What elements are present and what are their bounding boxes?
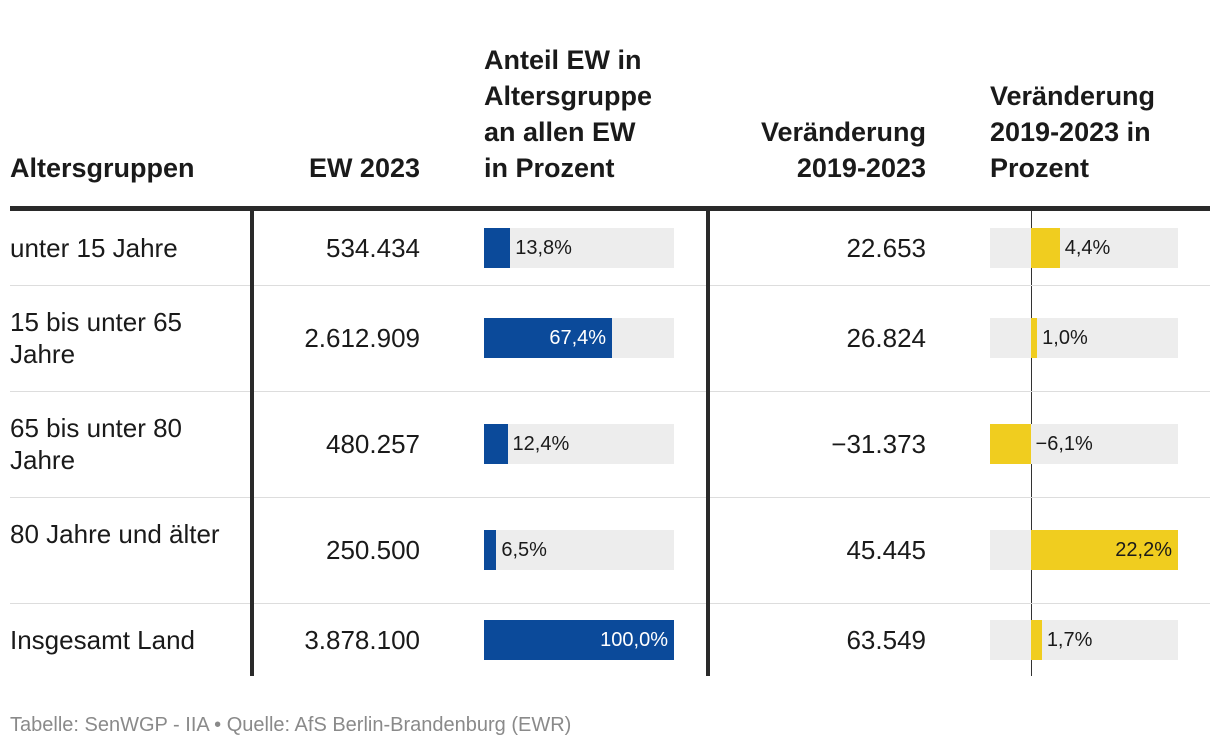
change-bar-label: 1,7% [1046,628,1093,651]
share-bar-label: 12,4% [512,433,570,455]
row-ew-value: 250.500 [326,535,420,565]
change-bar-label: 4,4% [1064,237,1111,259]
share-bar-track: 12,4% [484,424,674,464]
row-separator [10,497,1210,498]
share-bar [484,530,497,570]
change-bar [1030,318,1038,358]
share-bar-label: 67,4% [549,327,607,349]
change-bar [990,424,1031,464]
header-ew-2023: EW 2023 [308,153,420,183]
share-bar [484,619,674,660]
header-veraenderung: Veränderung 2019-2023 [760,117,926,183]
change-bar-label: 22,2% [1115,539,1172,561]
column-divider-1 [250,211,254,676]
column-divider-2 [706,211,710,676]
share-bar [484,228,511,268]
change-bar-track: 4,4% [990,228,1178,268]
share-bar-track: 13,8% [484,228,674,268]
header-anteil: Anteil EW in Altersgruppe an allen EW in… [484,45,653,183]
change-bar-track: 1,0% [990,318,1178,358]
share-bar-label: 6,5% [501,539,547,561]
change-bar-track: 22,2% [990,530,1178,570]
row-separator [10,285,1210,286]
row-change-value: 22.653 [846,233,926,263]
change-bar-label: 1,0% [1042,327,1088,349]
row-change-value: 26.824 [846,323,926,353]
change-bar-track: −6,1% [990,424,1178,464]
share-bar-track: 67,4% [484,318,674,358]
data-table: Altersgruppen EW 2023 Anteil EW in Alter… [10,0,1210,680]
change-bar [1030,228,1060,268]
change-bar [1030,619,1042,660]
row-ew-value: 480.257 [326,429,420,459]
row-ew-value: 3.878.100 [304,624,420,655]
table-header: Altersgruppen EW 2023 Anteil EW in Alter… [10,0,1210,206]
share-bar-label: 13,8% [515,237,572,259]
row-change-value: −31.373 [831,429,926,459]
header-rule [10,206,1210,211]
header-veraenderung-prozent: Veränderung 2019-2023 in Prozent [990,81,1156,183]
row-separator [10,603,1210,604]
source-note: Tabelle: SenWGP - IIA • Quelle: AfS Berl… [10,714,572,736]
row-group-label: 15 bis unter 65 Jahre [10,307,183,369]
row-group-label: Insgesamt Land [10,624,196,655]
share-bar-label: 100,0% [600,628,668,651]
row-ew-value: 2.612.909 [304,323,420,353]
change-bar [1030,530,1178,570]
share-bar [484,424,508,464]
row-group-label: 80 Jahre und älter [10,519,220,549]
share-bar [484,318,613,358]
row-change-value: 63.549 [846,624,926,655]
share-bar-track: 6,5% [484,530,674,570]
row-group-label: 65 bis unter 80 Jahre [10,413,183,475]
row-change-value: 45.445 [846,535,926,565]
change-bar-track: 1,7% [990,619,1178,660]
share-bar-track: 100,0% [484,619,674,660]
row-separator [10,391,1210,392]
row-ew-value: 534.434 [326,233,420,263]
change-bar-label: −6,1% [1035,433,1093,455]
header-altersgruppen: Altersgruppen [10,153,195,183]
row-group-label: unter 15 Jahre [10,233,178,263]
